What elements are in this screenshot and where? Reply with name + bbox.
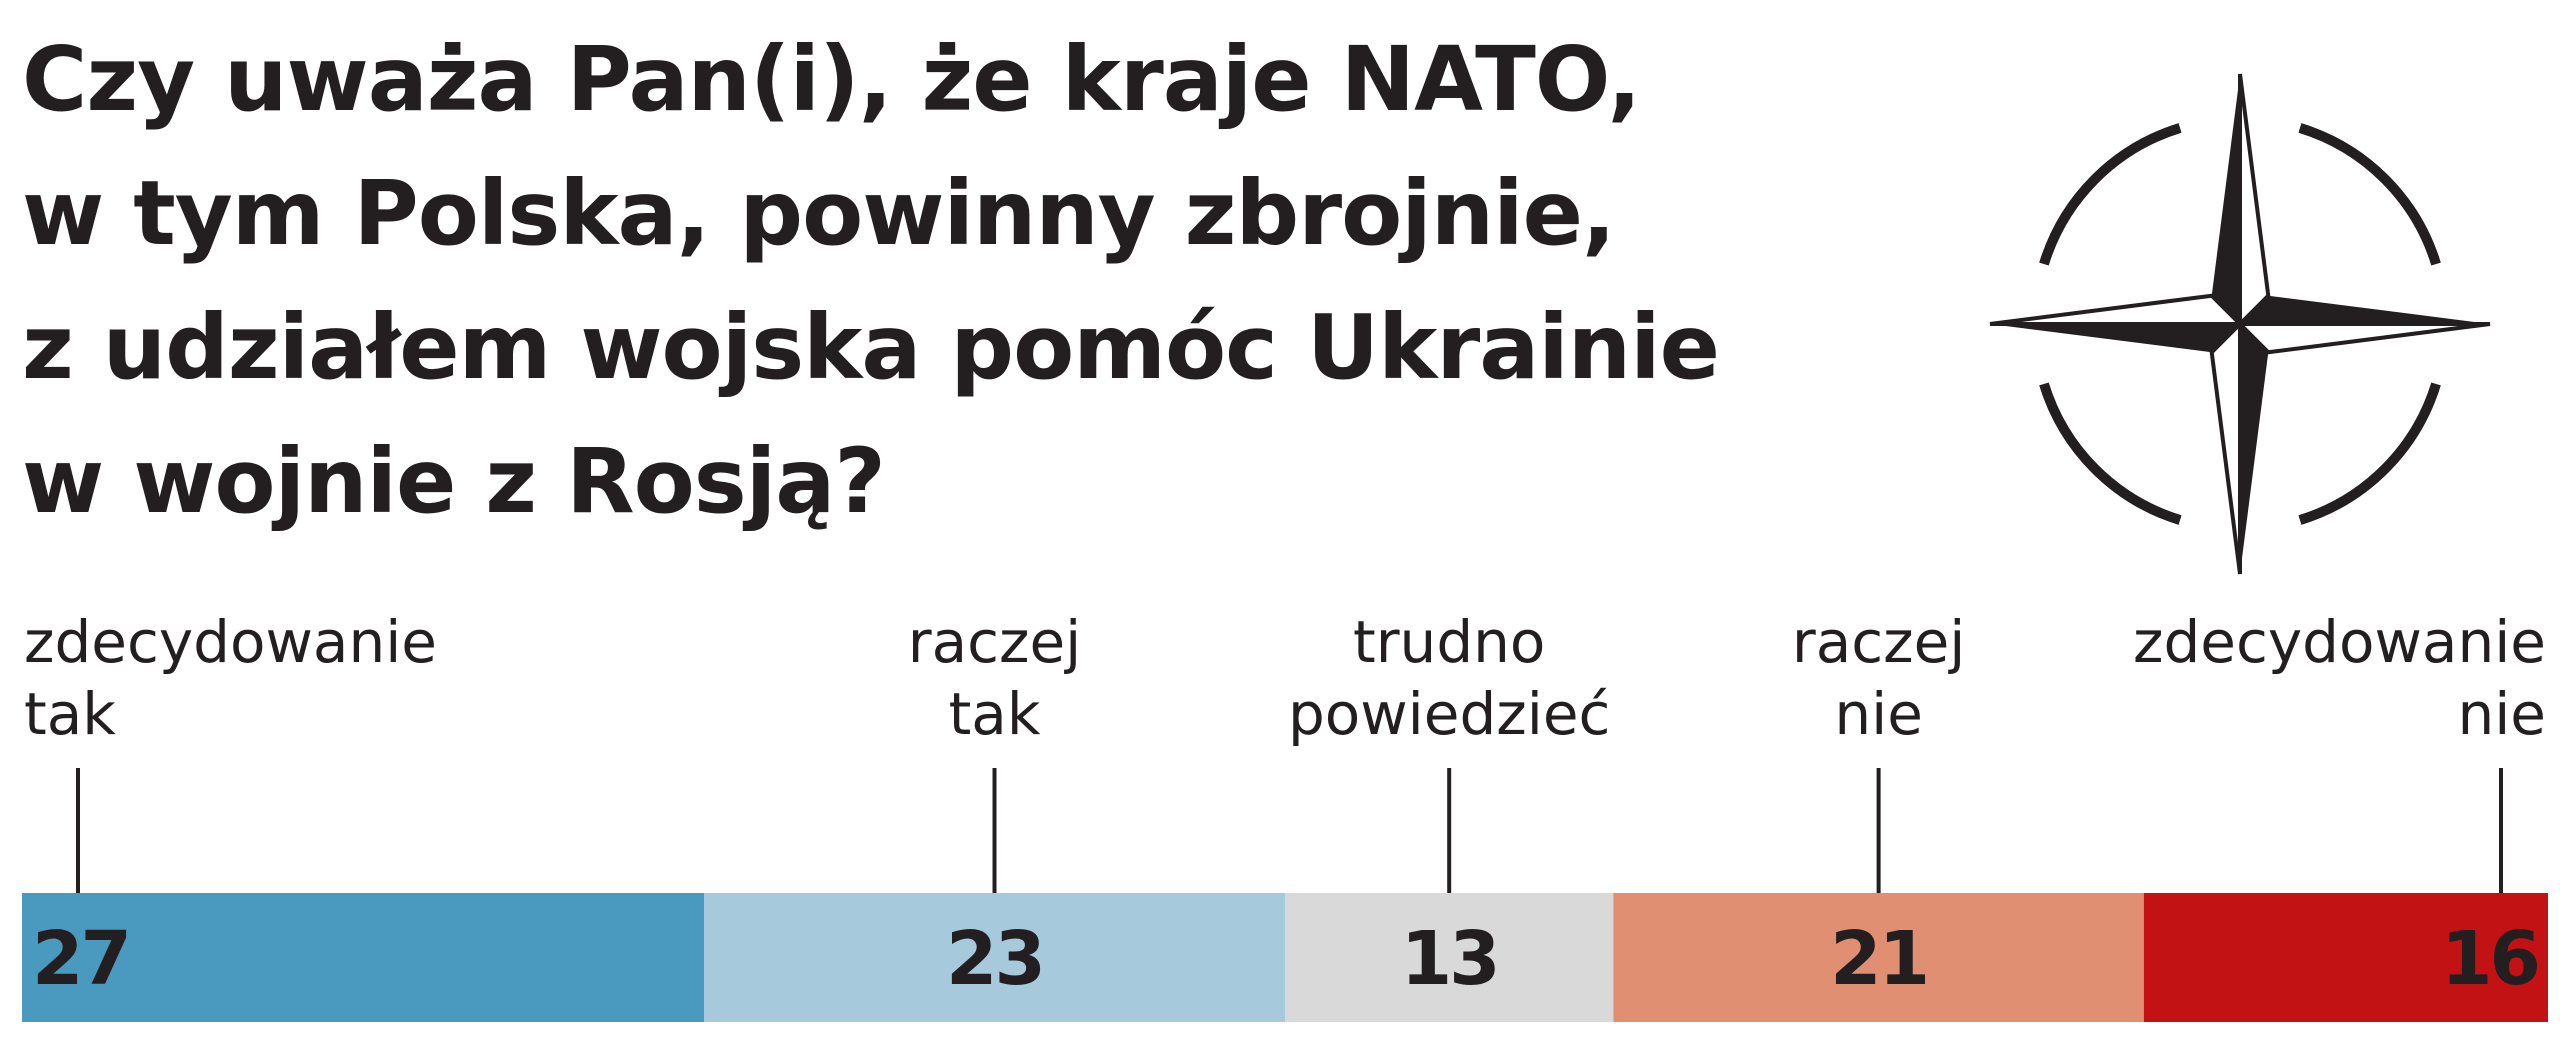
emblem-star-point	[1990, 324, 2240, 353]
emblem-ring-arc	[2039, 123, 2182, 266]
emblem-star-point	[2240, 295, 2490, 324]
data-label: 16	[2441, 916, 2538, 1002]
data-label: 23	[946, 916, 1043, 1002]
category-label: raczej	[1792, 608, 1966, 676]
data-label: 27	[32, 916, 129, 1002]
bar-segment	[704, 893, 1285, 1022]
nato-compass-star-icon	[1989, 73, 2491, 575]
title-line: w tym Polska, powinny zbrojnie,	[22, 161, 1616, 265]
category-label: zdecydowanie	[24, 608, 437, 676]
chart-title: Czy uważa Pan(i), że kraje NATO, w tym P…	[22, 12, 1942, 548]
title-line: z udziałem wojska pomóc Ukrainie	[22, 295, 1720, 399]
data-label: 21	[1830, 916, 1927, 1002]
title-line: Czy uważa Pan(i), że kraje NATO,	[22, 27, 1641, 131]
category-label: nie	[2457, 680, 2546, 748]
category-label: raczej	[908, 608, 1082, 676]
category-label: powiedzieć	[1288, 680, 1610, 748]
emblem-star-point-light	[2238, 73, 2271, 329]
data-label: 13	[1401, 916, 1498, 1002]
emblem-star-point	[2240, 324, 2269, 574]
bar-segment	[1613, 893, 2144, 1022]
category-label: zdecydowanie	[2133, 608, 2546, 676]
title-line: w wojnie z Rosją?	[22, 429, 886, 533]
emblem-ring-arc	[2298, 123, 2441, 266]
bar-segment	[1285, 893, 1614, 1022]
emblem-ring-arc	[2039, 382, 2182, 525]
emblem-ring-arc	[2298, 382, 2441, 525]
emblem-star-point-light	[2209, 319, 2242, 575]
emblem-star-point-light	[1989, 293, 2245, 327]
category-label: tak	[24, 680, 116, 748]
category-label: tak	[949, 680, 1041, 748]
emblem-star-point	[2211, 74, 2240, 324]
category-label: nie	[1834, 680, 1923, 748]
category-label: trudno	[1353, 608, 1545, 676]
bar-segment	[22, 893, 705, 1022]
bar-segment	[2143, 893, 2548, 1022]
